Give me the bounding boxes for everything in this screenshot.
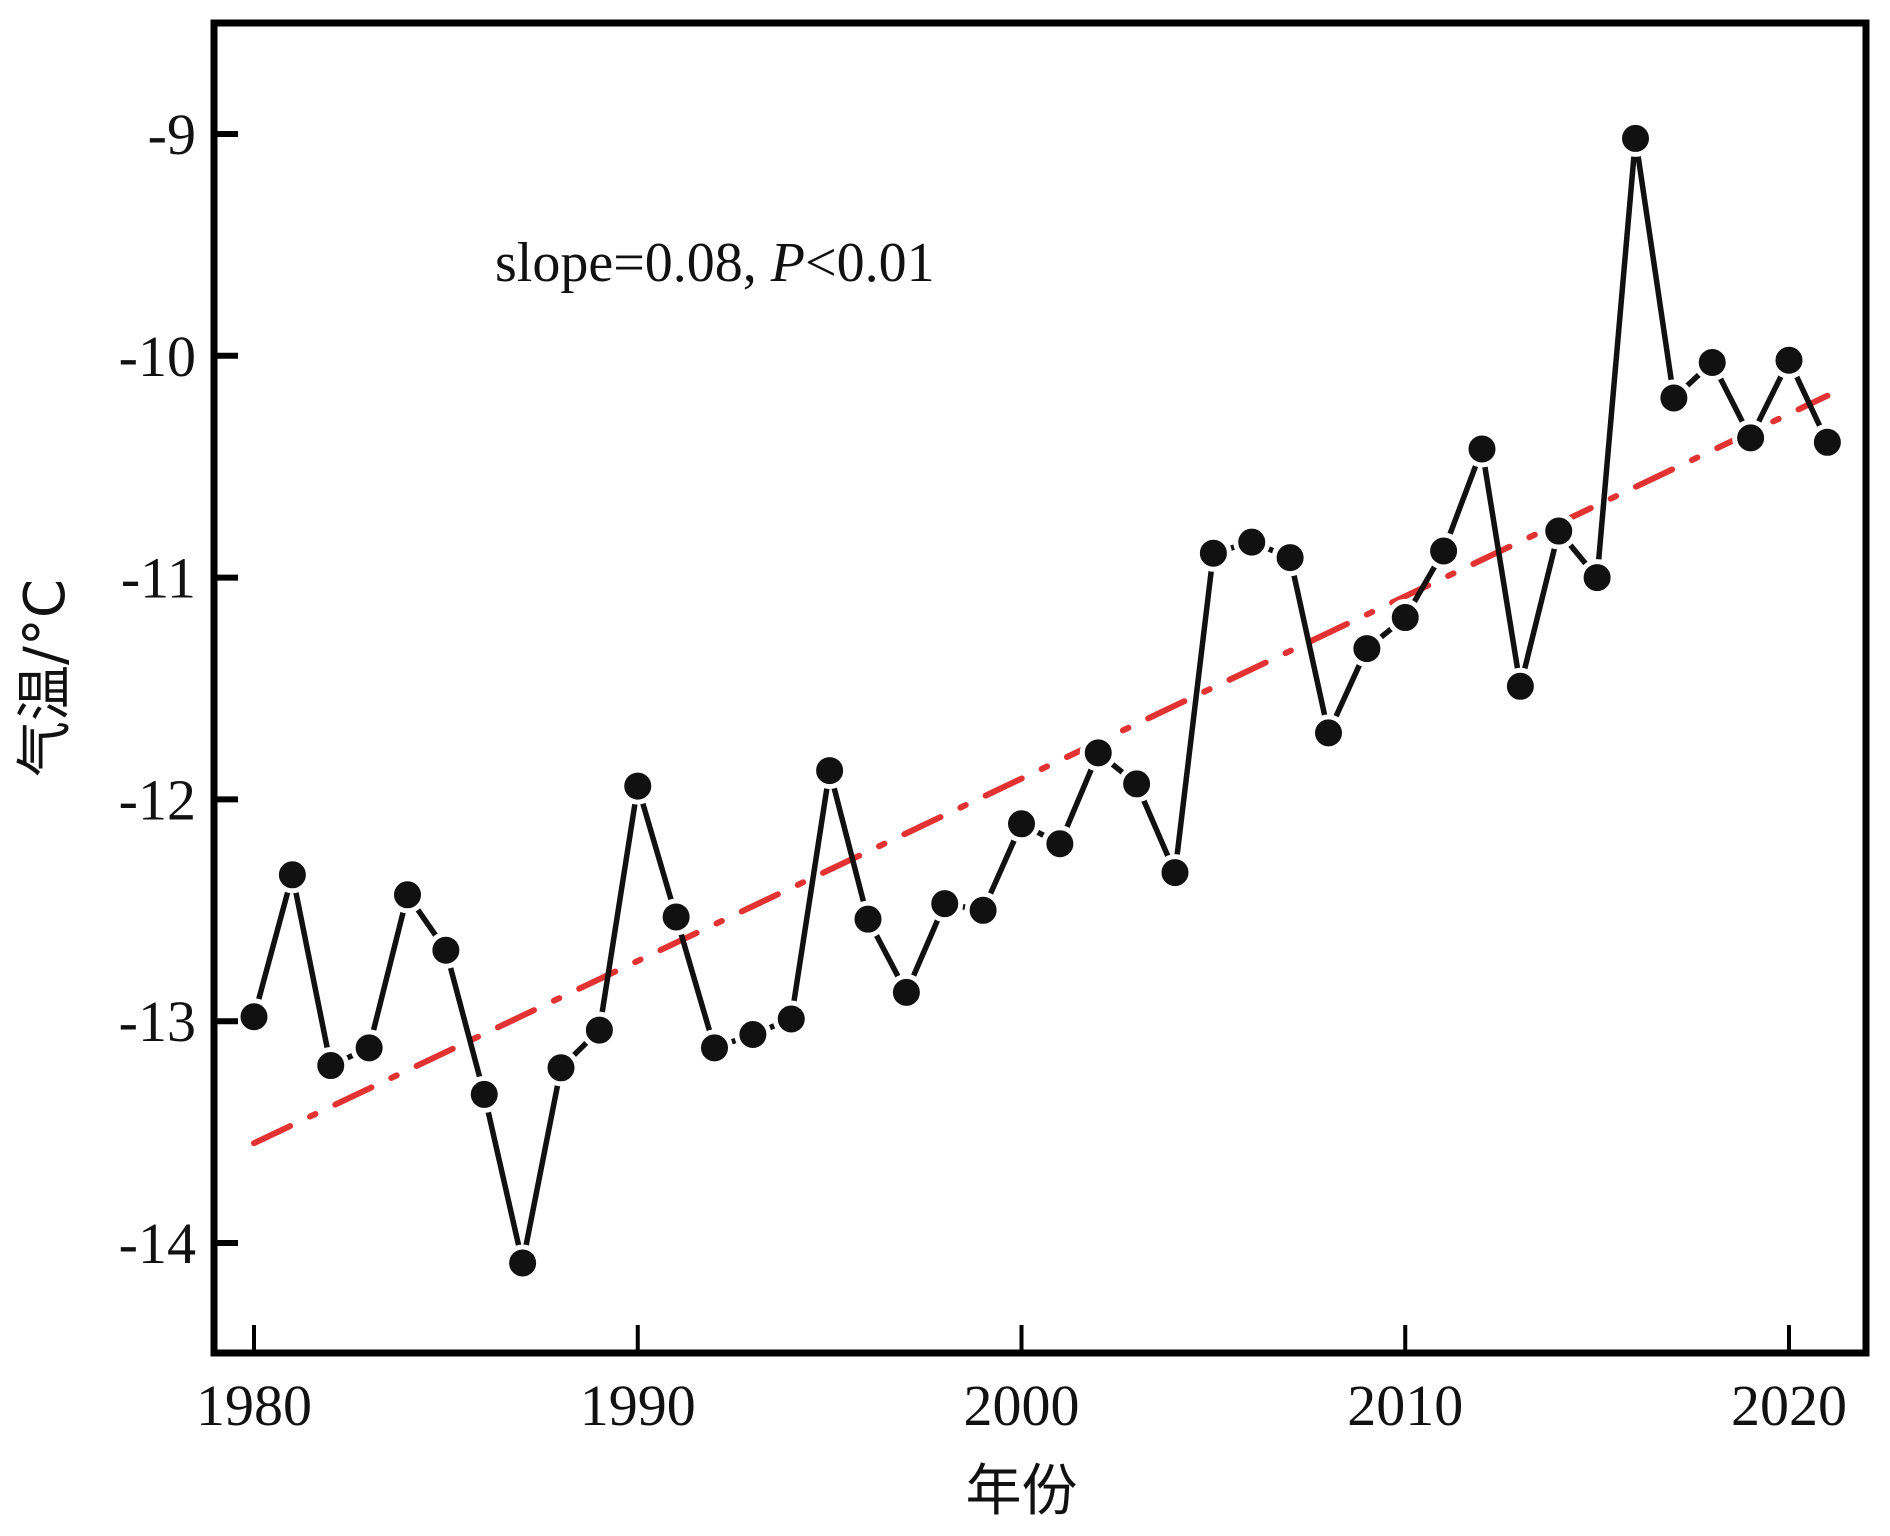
data-point xyxy=(1310,714,1347,752)
series-line-segment xyxy=(788,770,833,1020)
data-point xyxy=(619,767,657,805)
data-point xyxy=(542,1049,580,1087)
annotation-slope: slope=0.08, xyxy=(495,232,771,294)
data-point xyxy=(1003,805,1040,843)
series-line-segment xyxy=(596,785,641,1031)
data-point xyxy=(1194,534,1232,572)
y-tick-label: -13 xyxy=(119,989,196,1054)
x-tick-label: 2010 xyxy=(1347,1373,1463,1438)
data-point xyxy=(772,1000,810,1038)
data-point xyxy=(811,752,849,790)
data-point xyxy=(312,1047,350,1085)
y-axis-title: 气温/°C xyxy=(13,579,78,777)
series-line-segment xyxy=(1632,138,1677,399)
series-line-segment xyxy=(519,1067,564,1264)
series-line-segment xyxy=(289,874,334,1067)
trend-line xyxy=(251,392,1831,1147)
data-point xyxy=(657,898,695,936)
data-point xyxy=(1079,734,1117,772)
data-point xyxy=(1655,379,1693,417)
data-point xyxy=(1732,419,1770,457)
series-line-segment xyxy=(1172,552,1217,873)
y-tick-label: -9 xyxy=(148,102,196,167)
y-tick-label: -10 xyxy=(119,324,196,389)
data-point xyxy=(427,931,465,969)
series-line-segment xyxy=(251,874,296,1018)
data-point xyxy=(580,1011,618,1049)
series-line-segment xyxy=(673,916,718,1049)
data-point xyxy=(235,998,273,1036)
data-point xyxy=(1348,630,1386,668)
x-tick-label: 2000 xyxy=(964,1373,1080,1438)
x-axis-title: 年份 xyxy=(966,1459,1078,1524)
series-line-segment xyxy=(635,785,679,918)
data-point xyxy=(504,1244,542,1282)
data-point xyxy=(1118,765,1156,803)
data-point xyxy=(1386,599,1424,637)
series-line-segment xyxy=(481,1093,526,1264)
series-line-segment xyxy=(1287,557,1332,734)
x-tick-label: 2020 xyxy=(1731,1373,1847,1438)
annotation-p-value: <0.01 xyxy=(805,232,935,294)
series-line-segment xyxy=(1517,530,1562,687)
data-point xyxy=(1770,341,1808,379)
data-point xyxy=(389,876,426,914)
data-point xyxy=(734,1016,772,1054)
data-point xyxy=(849,900,887,938)
data-point xyxy=(1617,119,1654,157)
y-tick-label: -14 xyxy=(119,1211,196,1276)
y-tick-label: -12 xyxy=(119,767,196,832)
x-tick-label: 1980 xyxy=(196,1373,312,1438)
annotation-p-symbol: P xyxy=(770,232,805,294)
data-point xyxy=(273,856,311,894)
data-point xyxy=(1041,825,1079,863)
plot-frame xyxy=(210,19,1870,1357)
data-point xyxy=(887,973,925,1011)
series-line-segment xyxy=(1594,138,1639,578)
trend-annotation: slope=0.08, P<0.01 xyxy=(495,232,935,294)
y-tick-label: -11 xyxy=(121,546,196,611)
data-point xyxy=(1578,559,1616,597)
data-point xyxy=(1463,430,1501,468)
series-line-segment xyxy=(826,769,871,920)
data-point xyxy=(1271,539,1309,577)
series-line-segment xyxy=(443,949,487,1096)
data-point xyxy=(1156,854,1194,892)
series-line-segment xyxy=(366,894,411,1049)
data-point xyxy=(964,891,1002,929)
x-tick-label: 1990 xyxy=(580,1373,696,1438)
data-point xyxy=(696,1029,733,1067)
data-point xyxy=(1233,523,1271,561)
data-point xyxy=(1808,423,1846,461)
data-point xyxy=(1693,343,1731,381)
plot-area xyxy=(235,119,1846,1282)
data-point xyxy=(926,885,964,923)
series-line-segment xyxy=(1479,448,1524,687)
data-point xyxy=(1425,532,1463,570)
data-point xyxy=(1540,512,1578,550)
data-point xyxy=(1501,667,1539,705)
x-axis: 1980 1990 2000 2010 2020 xyxy=(196,1325,1847,1438)
data-point xyxy=(465,1075,503,1113)
y-axis: -14 -13 -12 -11 -10 -9 xyxy=(119,102,238,1276)
data-point xyxy=(350,1029,388,1067)
